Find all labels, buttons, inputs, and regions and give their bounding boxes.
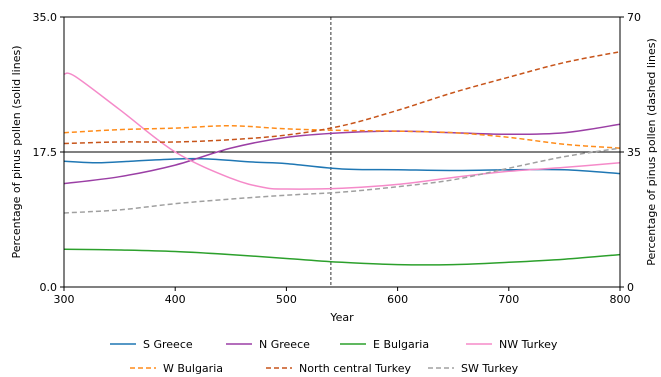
x-axis-label: Year [329, 311, 354, 324]
x-tick-label: 700 [498, 293, 519, 306]
series-line-n-greece [64, 123, 620, 185]
legend-item-north-central-turkey: North central Turkey [266, 362, 411, 375]
legend-label: SW Turkey [461, 362, 519, 375]
series-line-nw-turkey [64, 72, 620, 190]
legend-label: S Greece [143, 338, 193, 351]
legend-label: E Bulgaria [373, 338, 429, 351]
series-layer [64, 50, 620, 266]
x-tick-label: 300 [54, 293, 75, 306]
right-tick-label: 35 [627, 146, 641, 159]
x-tick-label: 800 [610, 293, 631, 306]
left-y-axis-label: Percentage of pinus pollen (solid lines) [10, 46, 23, 259]
left-tick-label: 17.5 [33, 146, 58, 159]
right-y-axis-label: Percentage of pinus pollen (dashed lines… [645, 38, 658, 266]
left-tick-label: 35.0 [33, 11, 58, 24]
legend-item-nw-turkey: NW Turkey [466, 338, 558, 351]
left-tick-label: 0.0 [40, 281, 58, 294]
legend-item-s-greece: S Greece [110, 338, 193, 351]
right-tick-label: 0 [627, 281, 634, 294]
legend-item-n-greece: N Greece [226, 338, 310, 351]
series-line-north-central-turkey [64, 50, 620, 145]
series-line-s-greece [64, 157, 620, 175]
x-axis: 300 400 500 600 700 800 [54, 287, 631, 306]
legend-label: North central Turkey [299, 362, 411, 375]
legend-item-e-bulgaria: E Bulgaria [340, 338, 429, 351]
reference-lines [64, 17, 620, 287]
legend-label: N Greece [259, 338, 310, 351]
series-line-e-bulgaria [64, 248, 620, 266]
x-tick-label: 400 [165, 293, 186, 306]
legend-item-sw-turkey: SW Turkey [428, 362, 519, 375]
series-line-w-bulgaria [64, 125, 620, 149]
x-tick-label: 600 [387, 293, 408, 306]
series-line-sw-turkey [64, 147, 620, 214]
legend-item-w-bulgaria: W Bulgaria [130, 362, 223, 375]
right-y-axis: 0 35 70 [620, 11, 641, 294]
left-y-axis: 0.0 17.5 35.0 [33, 11, 64, 294]
right-tick-label: 70 [627, 11, 641, 24]
x-tick-label: 500 [276, 293, 297, 306]
legend-label: NW Turkey [499, 338, 558, 351]
legend-label: W Bulgaria [163, 362, 223, 375]
legend: S Greece N Greece E Bulgaria NW Turkey W Bul… [110, 338, 558, 375]
